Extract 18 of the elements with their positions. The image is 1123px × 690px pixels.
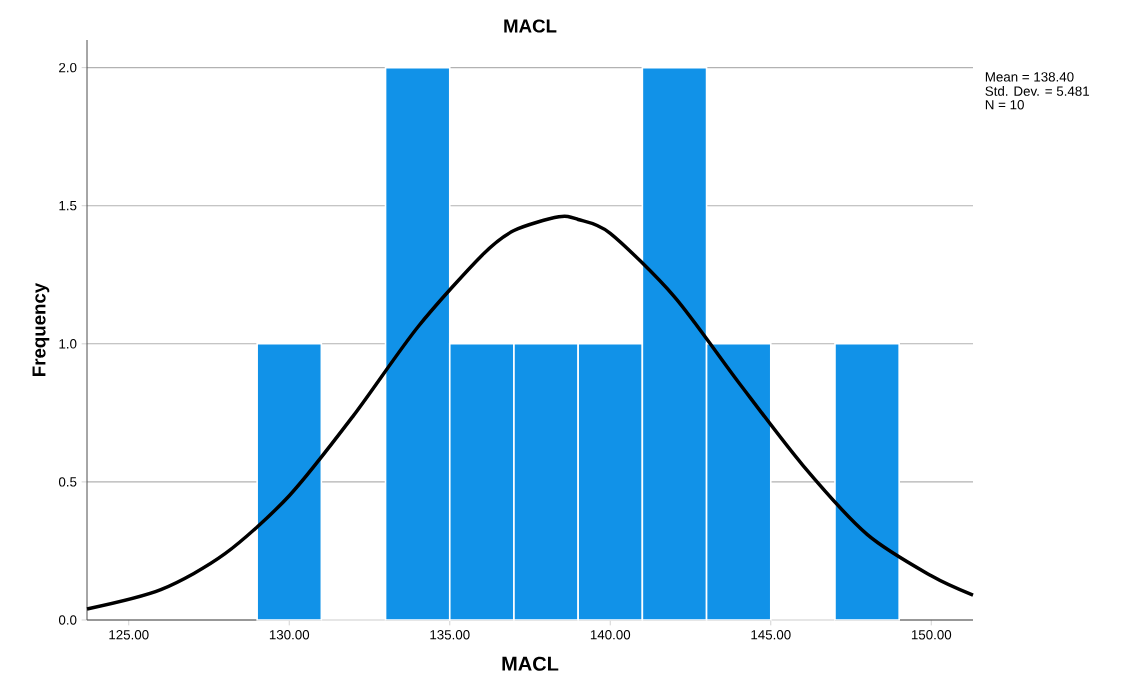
x-tick-label: 130.00 bbox=[269, 630, 310, 640]
text: Mean = 138.40 bbox=[985, 72, 1074, 82]
line-series bbox=[85, 214, 975, 611]
y-tick-label: 1.5 bbox=[59, 201, 77, 211]
x-tick-label: 135.00 bbox=[430, 630, 470, 640]
text: N = 10 bbox=[985, 100, 1024, 110]
y-tick-label: 2.0 bbox=[59, 62, 77, 73]
text: Std. Dev. = 5.481 bbox=[985, 86, 1090, 96]
chart-title: MACL bbox=[504, 19, 557, 33]
y-tick-label: 0.5 bbox=[58, 477, 77, 487]
y-tick-label: 0.0 bbox=[58, 615, 77, 625]
y-axis-title: Frequency bbox=[32, 282, 50, 376]
y-tick-label: 1.0 bbox=[59, 339, 77, 349]
x-axis-title: MACL bbox=[502, 656, 559, 671]
x-tick-label: 140.00 bbox=[590, 630, 631, 640]
x-tick-label: 145.00 bbox=[751, 630, 791, 640]
x-tick-label: 150.00 bbox=[911, 630, 952, 640]
x-tick-label: 125.00 bbox=[109, 630, 149, 640]
